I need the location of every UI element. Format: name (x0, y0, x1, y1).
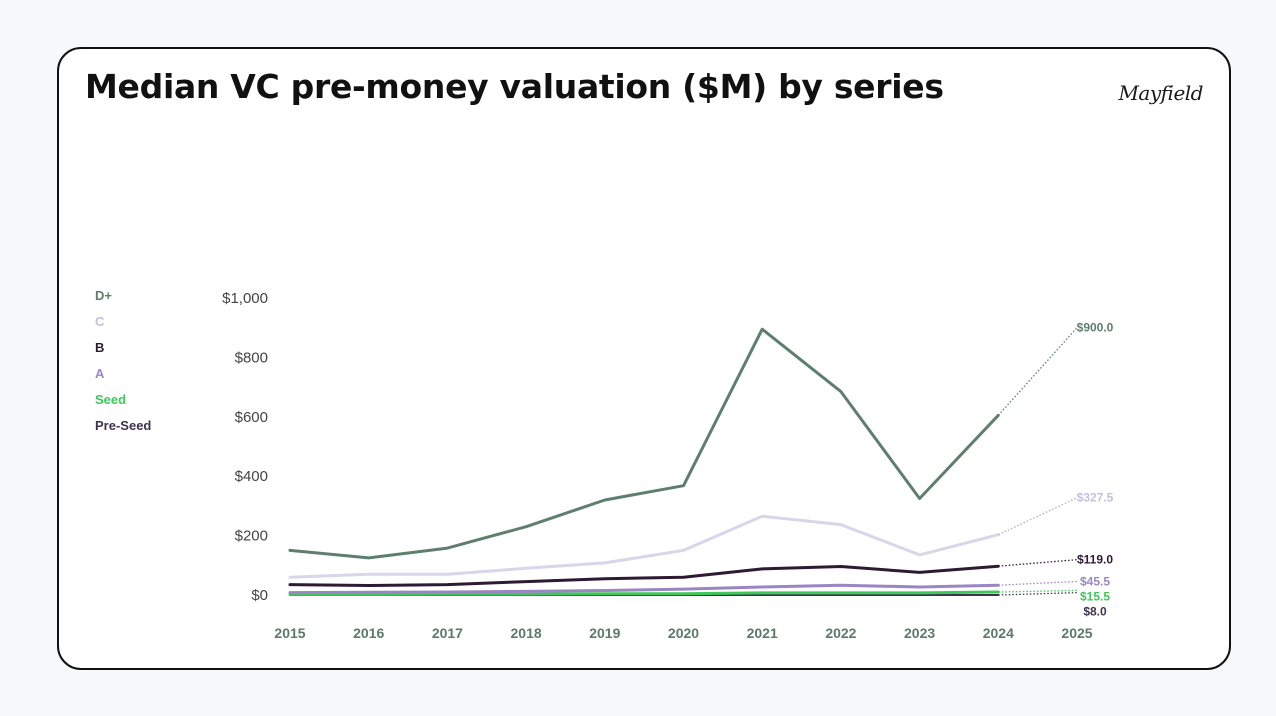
x-tick-label: 2025 (1061, 625, 1092, 641)
series-line-c (288, 514, 1000, 579)
projection-line-c (998, 497, 1078, 536)
series-line-a (288, 583, 1000, 595)
y-tick-label: $0 (251, 587, 268, 604)
y-tick-label: $200 (235, 528, 268, 545)
y-tick-label: $600 (235, 409, 268, 426)
x-tick-label: 2024 (983, 625, 1014, 641)
legend-item-b: B (95, 340, 105, 355)
projection-line-b (998, 559, 1078, 567)
legend: D+ C B A Seed Pre-Seed (95, 287, 151, 435)
series-line-seed (288, 590, 1000, 596)
end-value-label: $45.5 (1080, 574, 1110, 588)
chart-card: Median VC pre-money valuation ($M) by se… (57, 47, 1231, 670)
x-tick-label: 2021 (747, 625, 778, 641)
legend-item-pre-seed: Pre-Seed (95, 418, 152, 433)
chart-title: Median VC pre-money valuation ($M) by se… (85, 67, 944, 106)
y-tick-label: $400 (235, 468, 268, 485)
end-value-label: $15.5 (1080, 589, 1110, 603)
x-tick-label: 2022 (825, 625, 856, 641)
y-tick-label: $1,000 (222, 290, 268, 307)
x-tick-label: 2018 (511, 625, 542, 641)
x-tick-label: 2020 (668, 625, 699, 641)
legend-item-d+: D+ (95, 288, 112, 303)
end-value-label: $327.5 (1077, 491, 1114, 505)
end-value-label: $8.0 (1083, 604, 1107, 618)
x-tick-label: 2023 (904, 625, 935, 641)
legend-item-seed: Seed (95, 392, 127, 407)
legend-item-a: A (95, 366, 105, 381)
y-tick-label: $800 (235, 349, 268, 366)
end-value-label: $900.0 (1077, 321, 1114, 335)
x-tick-label: 2019 (589, 625, 620, 641)
x-tick-label: 2016 (353, 625, 384, 641)
projection-line-seed (998, 589, 1078, 593)
mayfield-logo: Mayfield (1118, 81, 1203, 105)
projection-line-a (998, 580, 1078, 586)
x-tick-label: 2017 (432, 625, 463, 641)
projection-line-pre-seed (998, 591, 1078, 596)
line-chart: $0 $200 $400 $600 $800 $1,000 2015 2016 2017 2018… (222, 290, 1114, 641)
series-line-b (288, 564, 1000, 587)
projection-line-d+ (997, 327, 1078, 416)
legend-item-c: C (95, 314, 105, 329)
end-value-label: $119.0 (1077, 553, 1113, 567)
series-line-d+ (288, 327, 1000, 560)
x-tick-label: 2015 (274, 625, 305, 641)
